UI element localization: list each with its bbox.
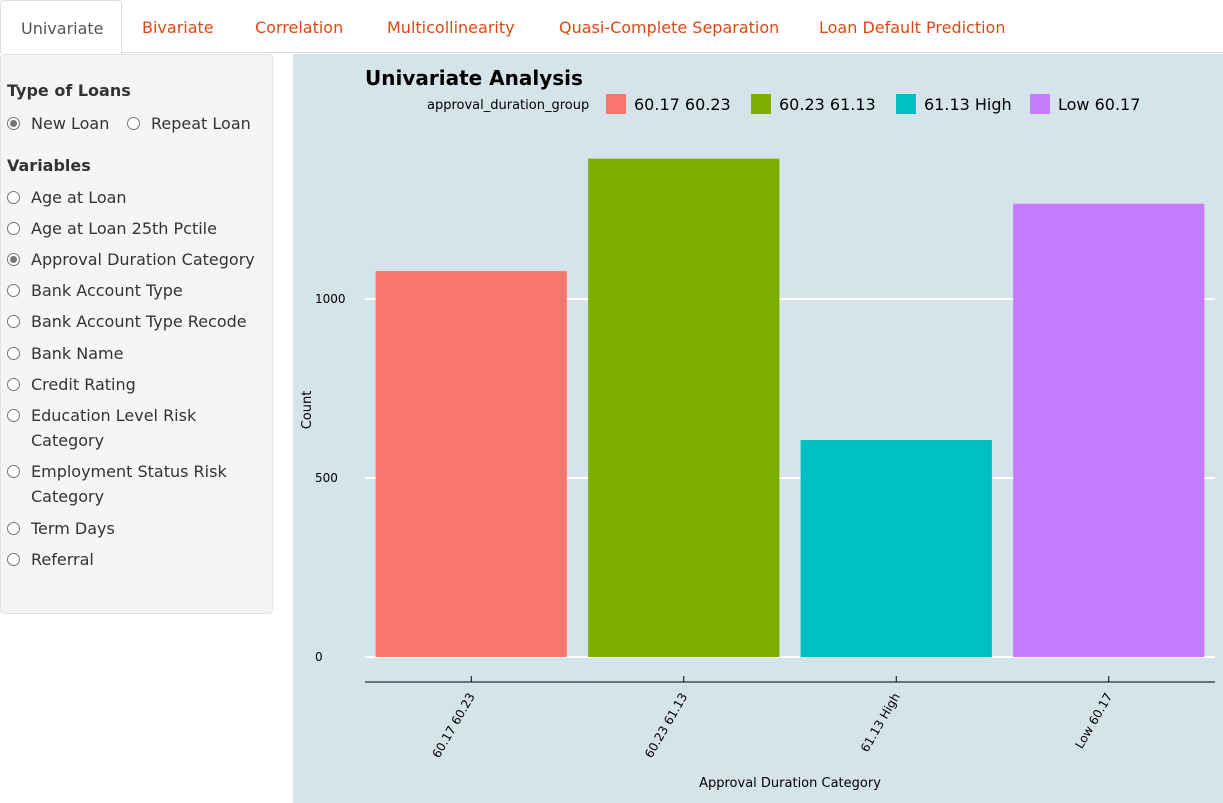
bar-3 [1013, 203, 1205, 657]
tab-loan-default-prediction[interactable]: Loan Default Prediction [819, 18, 1006, 37]
radio-button[interactable] [7, 465, 20, 478]
univariate-plot: 0 500 1000 60.17 60.23 60.23 61.13 61.13 High… [293, 54, 1223, 803]
tab-quasi-complete-separation[interactable]: Quasi-Complete Separation [559, 18, 780, 37]
variables-label: Variables [7, 156, 91, 175]
radio-credit-rating[interactable]: Credit Rating [7, 375, 257, 397]
loan-type-label: Type of Loans [7, 81, 131, 100]
radio-label: Term Days [31, 519, 115, 538]
radio-new-loan[interactable]: New Loan [7, 114, 109, 136]
tab-correlation[interactable]: Correlation [255, 18, 344, 37]
radio-button[interactable] [7, 522, 20, 535]
radio-label: Approval Duration Category [31, 250, 255, 269]
radio-button[interactable] [7, 253, 20, 266]
legend-label: 60.17 60.23 [634, 95, 731, 114]
chart-title: Univariate Analysis [365, 66, 583, 90]
radio-referral[interactable]: Referral [7, 550, 257, 572]
radio-bank-account-type[interactable]: Bank Account Type [7, 281, 257, 303]
x-tick-label: 60.17 60.23 [429, 691, 477, 761]
x-tick-label: Low 60.17 [1072, 691, 1115, 752]
radio-term-days[interactable]: Term Days [7, 519, 257, 541]
y-tick-label: 500 [315, 471, 338, 485]
radio-button[interactable] [7, 409, 20, 422]
sidebar-panel: Type of Loans New Loan Repeat Loan Variab… [0, 54, 273, 614]
legend-swatch [896, 94, 916, 114]
x-tick-label: 61.13 High [858, 691, 903, 755]
radio-label: Bank Name [31, 344, 124, 363]
y-axis-title: Count [300, 391, 315, 430]
legend-title: approval_duration_group [427, 98, 589, 113]
radio-button[interactable] [7, 553, 20, 566]
radio-button[interactable] [7, 378, 20, 391]
radio-button[interactable] [7, 347, 20, 360]
radio-button[interactable] [7, 117, 20, 130]
tab-univariate[interactable]: Univariate [0, 0, 122, 54]
radio-bank-account-type-recode[interactable]: Bank Account Type Recode [7, 312, 257, 334]
radio-button[interactable] [7, 191, 20, 204]
radio-button[interactable] [127, 117, 140, 130]
radio-button[interactable] [7, 284, 20, 297]
bar-0 [375, 271, 567, 657]
legend-swatch [606, 94, 626, 114]
tab-bar: Univariate Bivariate Correlation Multicolli… [0, 0, 1223, 54]
radio-education-level-risk-category[interactable]: Education Level Risk Category [7, 406, 257, 453]
legend-swatch [751, 94, 771, 114]
radio-bank-name[interactable]: Bank Name [7, 344, 257, 366]
bar-1 [588, 158, 780, 657]
radio-label: Bank Account Type [31, 281, 183, 300]
radio-label: Referral [31, 550, 94, 569]
x-axis-title: Approval Duration Category [699, 776, 881, 791]
radio-age-at-loan[interactable]: Age at Loan [7, 188, 257, 210]
radio-button[interactable] [7, 315, 20, 328]
radio-label: Employment Status Risk Category [31, 462, 227, 506]
legend-label: 61.13 High [924, 95, 1012, 114]
radio-label: Age at Loan [31, 188, 127, 207]
radio-age-at-loan-25th-pctile[interactable]: Age at Loan 25th Pctile [7, 219, 257, 241]
tab-bivariate[interactable]: Bivariate [142, 18, 214, 37]
radio-approval-duration-category[interactable]: Approval Duration Category [7, 250, 257, 272]
radio-repeat-loan[interactable]: Repeat Loan [127, 114, 251, 136]
y-tick-label: 0 [315, 650, 323, 664]
radio-button[interactable] [7, 222, 20, 235]
y-tick-label: 1000 [315, 292, 346, 306]
radio-employment-status-risk-category[interactable]: Employment Status Risk Category [7, 462, 257, 509]
legend-label: Low 60.17 [1058, 95, 1140, 114]
bar-2 [800, 440, 992, 657]
radio-label: Bank Account Type Recode [31, 312, 247, 331]
radio-label: Repeat Loan [151, 114, 251, 133]
bar-chart: 0 500 1000 60.17 60.23 60.23 61.13 61.13 High… [300, 66, 1215, 791]
legend-label: 60.23 61.13 [779, 95, 876, 114]
radio-label: Age at Loan 25th Pctile [31, 219, 217, 238]
tab-multicollinearity[interactable]: Multicollinearity [387, 18, 515, 37]
radio-label: Education Level Risk Category [31, 406, 197, 450]
x-tick-label: 60.23 61.13 [642, 691, 690, 761]
radio-label: New Loan [31, 114, 110, 133]
radio-label: Credit Rating [31, 375, 136, 394]
legend-swatch [1030, 94, 1050, 114]
